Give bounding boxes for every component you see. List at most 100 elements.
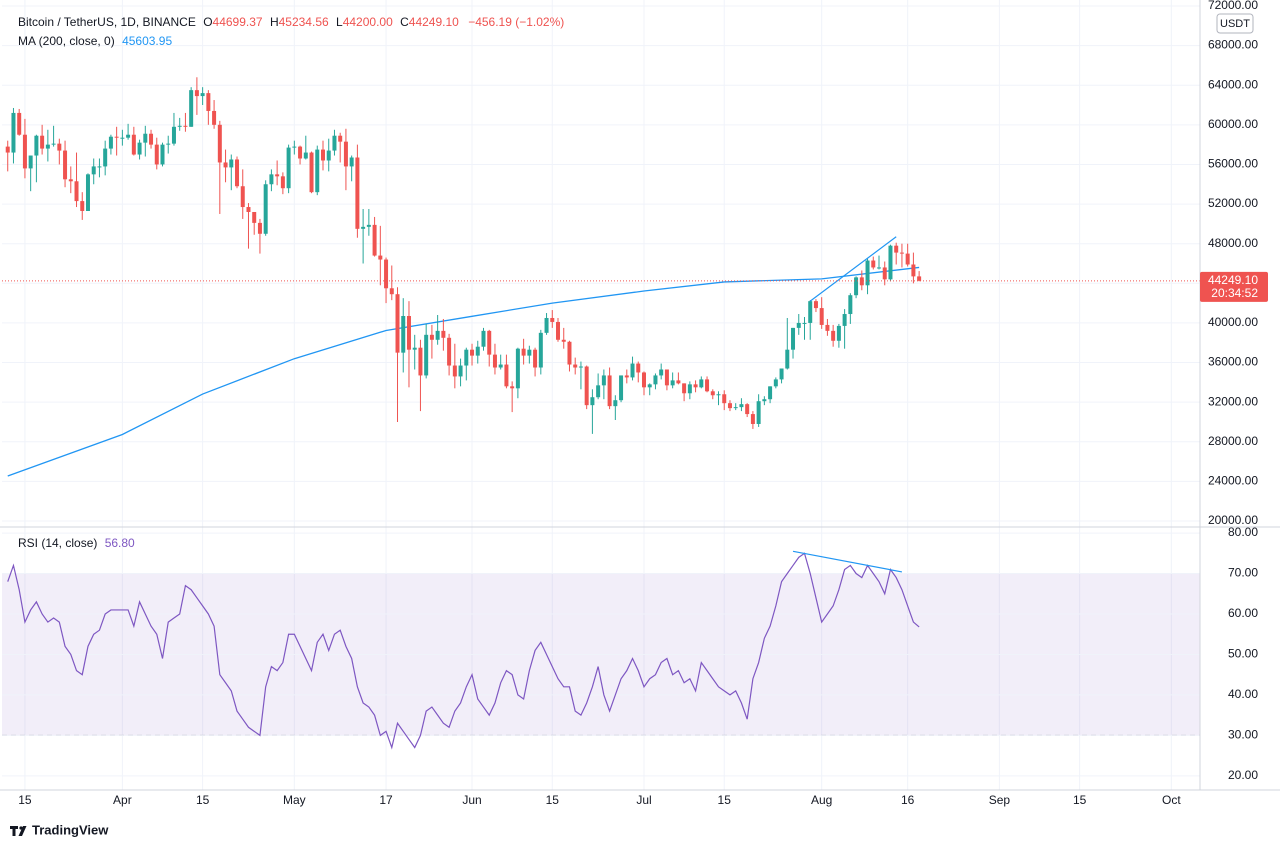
- candle-body: [859, 277, 864, 286]
- candle-body: [189, 90, 194, 127]
- legend-key: O: [203, 15, 212, 29]
- x-tick-label: Jul: [636, 793, 651, 807]
- rsi-legend: RSI (14, close) 56.80: [18, 536, 135, 550]
- brand-name: TradingView: [32, 822, 109, 837]
- candle-body: [298, 146, 303, 159]
- candle-body: [601, 375, 606, 386]
- candle-body: [613, 400, 618, 407]
- candle-body: [504, 364, 509, 387]
- candle-body: [888, 245, 893, 280]
- candle-body: [836, 325, 841, 341]
- y-tick-label: 56000.00: [1208, 157, 1258, 171]
- candle-body: [556, 321, 561, 340]
- y-tick-label: 52000.00: [1208, 196, 1258, 210]
- candle-body: [349, 157, 354, 167]
- y-tick-label: 60.00: [1228, 606, 1258, 620]
- candle-body: [85, 174, 90, 211]
- x-tick-label: 15: [18, 793, 32, 807]
- candle-body: [361, 226, 366, 229]
- candle-body: [378, 255, 383, 260]
- candle-body: [905, 253, 910, 265]
- legend-key: L: [336, 15, 343, 29]
- candle-body: [183, 125, 188, 127]
- candle-body: [802, 322, 807, 324]
- candle-body: [584, 366, 589, 406]
- candle-body: [154, 144, 159, 165]
- y-tick-label: 20000.00: [1208, 513, 1258, 527]
- candle-body: [22, 134, 27, 169]
- candle-body: [40, 135, 45, 149]
- candle-body: [464, 349, 469, 366]
- candle-body: [57, 143, 62, 151]
- candle-body: [733, 407, 738, 409]
- y-tick-label: 64000.00: [1208, 77, 1258, 91]
- candle-body: [498, 364, 503, 368]
- candle-body: [120, 137, 125, 139]
- candle-body: [91, 166, 96, 175]
- candle-body: [865, 260, 870, 286]
- candle-body: [389, 288, 394, 295]
- legend-key: C: [400, 15, 409, 29]
- candle-body: [108, 136, 113, 149]
- candle-body: [171, 126, 176, 144]
- candle-body: [114, 136, 119, 138]
- candle-body: [252, 211, 257, 223]
- x-tick-label: 15: [196, 793, 210, 807]
- candle-body: [103, 148, 108, 167]
- y-tick-label: 20.00: [1228, 768, 1258, 782]
- x-tick-label: May: [283, 793, 306, 807]
- unit-label: USDT: [1220, 18, 1250, 30]
- y-tick-label: 40000.00: [1208, 315, 1258, 329]
- candle-body: [286, 147, 291, 189]
- candle-body: [366, 224, 371, 227]
- y-tick-label: 24000.00: [1208, 474, 1258, 488]
- x-tick-label: Apr: [113, 793, 132, 807]
- candle-body: [664, 369, 669, 386]
- candle-body: [538, 332, 543, 368]
- y-tick-label: 50.00: [1228, 647, 1258, 661]
- candle-body: [338, 135, 343, 142]
- candle-body: [699, 379, 704, 388]
- rsi-name: RSI (14, close): [18, 536, 97, 550]
- candle-body: [229, 159, 234, 168]
- candle-body: [257, 222, 262, 234]
- candle-body: [550, 317, 555, 322]
- candle-body: [773, 379, 778, 387]
- candle-body: [899, 252, 904, 254]
- legend-value: 44200.00: [343, 15, 393, 29]
- chart-title: Bitcoin / TetherUS, 1D, BINANCE: [18, 15, 196, 29]
- y-tick-label: 32000.00: [1208, 394, 1258, 408]
- candle-body: [429, 334, 434, 340]
- candle-body: [705, 379, 710, 392]
- legend-change: −456.19 (−1.02%): [468, 15, 564, 29]
- candle-body: [796, 322, 801, 328]
- candle-body: [808, 301, 813, 323]
- candle-body: [567, 341, 572, 365]
- candle-body: [653, 375, 658, 385]
- candle-body: [470, 349, 475, 356]
- candle-body: [166, 143, 171, 145]
- candle-body: [745, 404, 750, 415]
- legend-key: H: [270, 15, 279, 29]
- axes-layer: 15 Apr 15 May 17 Jun 15 Jul 15 Aug 16 Sep 15 Oct 20000…: [0, 0, 1280, 807]
- candle-body: [68, 179, 73, 182]
- x-tick-label: Oct: [1162, 793, 1181, 807]
- candle-body: [750, 414, 755, 424]
- rsi-trendline: [792, 550, 903, 573]
- y-tick-label: 80.00: [1228, 525, 1258, 539]
- candle-body: [762, 399, 767, 402]
- candle-body: [687, 384, 692, 394]
- candle-body: [424, 334, 429, 376]
- legend-value: 44249.10: [409, 15, 459, 29]
- candle-body: [596, 385, 601, 398]
- x-tick-label: 17: [379, 793, 393, 807]
- legend-value: 45234.56: [279, 15, 329, 29]
- unit-box: [1216, 13, 1254, 34]
- candle-body: [97, 166, 102, 168]
- candle-body: [269, 174, 274, 185]
- candle-body: [303, 152, 308, 159]
- candle-body: [624, 375, 629, 378]
- candle-body: [28, 155, 33, 169]
- candle-body: [825, 324, 830, 331]
